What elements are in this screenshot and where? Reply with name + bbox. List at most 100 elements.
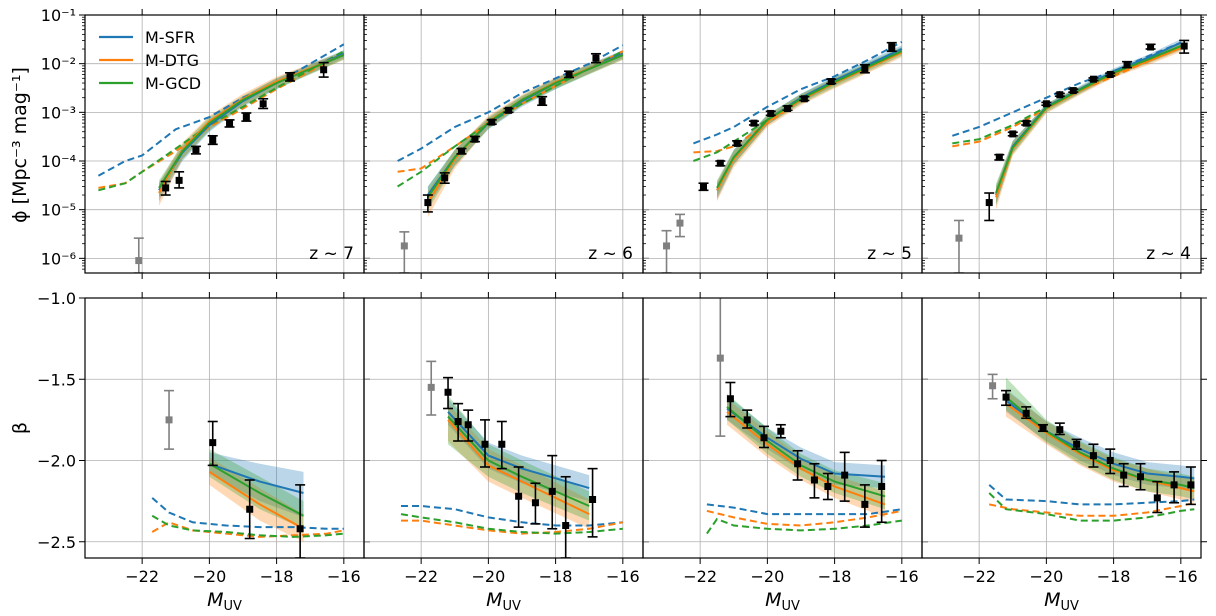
x-axis-label-main: M [1044,589,1060,611]
panel-plot-area [85,298,364,558]
obs-point [488,118,496,126]
obs-point [1039,424,1047,432]
y-tick-label: 10⁻² [41,55,76,74]
x-tick-label: −18 [539,567,573,586]
x-axis-label-main: M [765,589,781,611]
obs-point [259,100,267,108]
obs-point [498,440,506,448]
dashed-line-m-sfr [397,44,624,162]
obs-point [548,487,556,495]
obs-point [888,43,896,51]
obs-point [777,427,785,435]
obs-point [767,109,775,117]
obs-point [1187,481,1195,489]
obs-point [784,104,792,112]
x-tick-label: −20 [471,567,505,586]
y-tick-label: −2.5 [37,533,76,552]
obs-point [565,70,573,78]
obs-point [989,382,997,390]
obs-point [562,522,570,529]
obs-point [246,505,254,513]
x-axis-label: MUV [765,589,800,614]
obs-point [427,383,435,391]
obs-point [1106,457,1114,464]
model-line-m-gcd [995,45,1182,194]
dashed-line-m-dtg [151,521,344,538]
obs-point [1042,100,1050,108]
obs-point [1153,494,1161,502]
x-tick-label: −22 [962,567,996,586]
obs-point [810,476,818,484]
obs-point [1022,119,1030,127]
obs-point [471,135,479,143]
obs-point [841,471,849,479]
band-m-sfr [427,50,623,206]
model-line-m-dtg [427,54,624,204]
panel-plot-area [364,15,643,273]
x-tick-label: −22 [404,567,438,586]
obs-point [242,113,250,121]
panel-plot-area [364,298,643,558]
obs-point [589,496,597,503]
obs-point [1089,452,1097,460]
x-axis-label-subscript: UV [781,599,800,614]
obs-point [515,492,523,500]
x-tick-label: −16 [1164,567,1198,586]
model-line-m-sfr [726,407,886,478]
obs-point [531,499,539,507]
redshift-label: z ~ 4 [1146,244,1191,264]
band-m-gcd [727,393,885,510]
panel-plot-area [85,15,364,273]
x-tick-label: −18 [260,567,294,586]
panel-frame [921,297,1202,559]
dashed-line-m-sfr [706,503,902,516]
obs-point [444,388,452,396]
obs-point [878,483,886,490]
legend-label-m-dtg: M-DTG [145,51,199,70]
x-axis-label: MUV [1044,589,1079,614]
obs-point [1009,130,1017,138]
obs-point [1022,409,1030,417]
dashed-line-m-gcd [98,50,345,192]
obs-point [700,182,708,190]
dashed-line-m-dtg [401,519,623,535]
model-line-m-sfr [209,462,304,494]
dashed-line-m-sfr [97,43,345,177]
obs-point [985,199,993,207]
obs-point [135,257,143,265]
obs-point [400,242,408,250]
obs-point [320,66,328,74]
top-row-y-axis-label: ϕ [Mpc⁻³ mag⁻¹] [9,67,31,223]
obs-point [441,174,449,182]
dashed-line-m-gcd [151,514,344,538]
obs-point [824,483,832,490]
obs-point [1123,61,1131,69]
y-tick-label: 10⁻³ [41,103,76,122]
obs-point [1180,42,1188,50]
x-axis-label-subscript: UV [502,599,521,614]
band-m-sfr [727,395,885,489]
x-tick-label: −20 [192,567,226,586]
x-tick-label: −16 [606,567,640,586]
dashed-line-m-dtg [706,509,902,527]
x-tick-label: −18 [818,567,852,586]
panel-plot-area [643,298,922,558]
obs-point [1069,87,1077,95]
panel-plot-area [643,15,922,273]
obs-point [955,234,963,242]
x-tick-label: −22 [125,567,159,586]
model-line-m-sfr [427,52,624,196]
x-tick-label: −20 [750,567,784,586]
obs-point [1056,426,1064,434]
band-m-gcd [209,449,304,529]
obs-point [454,418,462,425]
panel-plot-area [922,15,1201,273]
obs-point [995,153,1003,161]
obs-point [1089,75,1097,83]
obs-point [1056,91,1064,99]
band-m-gcd [1006,377,1195,500]
dashed-line-m-gcd [397,50,624,188]
band-m-sfr [159,50,344,202]
y-tick-label: −2.0 [37,452,76,471]
legend: M-SFR M-DTG M-GCD [99,28,201,93]
